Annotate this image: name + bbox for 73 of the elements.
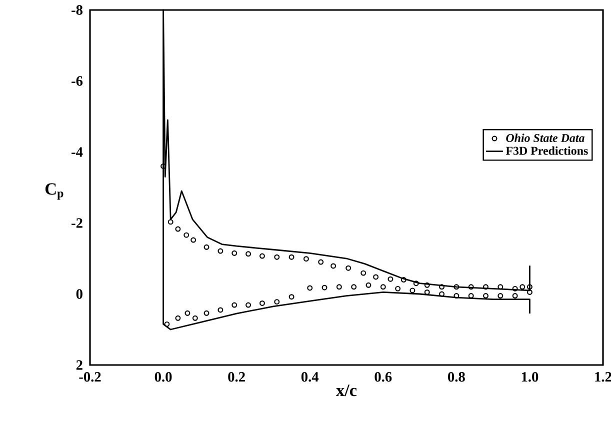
x-tick-label: 0.4 <box>301 372 319 382</box>
point <box>468 284 474 290</box>
point <box>168 219 174 225</box>
point <box>346 265 352 271</box>
point <box>288 294 294 300</box>
point <box>232 250 238 256</box>
point <box>259 253 265 259</box>
point <box>175 226 181 232</box>
point <box>190 237 196 243</box>
legend-label: Ohio State Data <box>506 134 584 142</box>
point <box>498 293 504 299</box>
point <box>322 284 328 290</box>
point <box>413 280 419 286</box>
point <box>351 284 357 290</box>
x-tick-label: 1.2 <box>595 372 611 382</box>
point <box>307 285 313 291</box>
point <box>274 254 280 260</box>
point <box>246 302 252 308</box>
point <box>164 321 170 327</box>
point <box>526 284 532 290</box>
point <box>175 315 181 321</box>
point <box>246 251 252 257</box>
y-tick-label: -4 <box>72 147 83 157</box>
point <box>192 315 198 321</box>
point <box>454 284 460 290</box>
point <box>303 256 309 262</box>
point <box>439 291 445 297</box>
point <box>395 286 401 292</box>
point <box>439 284 445 290</box>
x-tick-label: 1.0 <box>522 372 538 382</box>
point <box>204 244 210 250</box>
point <box>288 254 294 260</box>
y-tick-label: -8 <box>72 5 83 15</box>
x-tick-label: 0.6 <box>374 372 392 382</box>
x-tick-label: 0.0 <box>154 372 172 382</box>
y-tick-label: -6 <box>72 76 83 86</box>
x-tick-label: 0.2 <box>228 372 245 382</box>
point <box>232 302 238 308</box>
point <box>520 284 526 290</box>
point <box>424 289 430 295</box>
x-tick-label: 0.8 <box>448 372 465 382</box>
x-tick-label: -0.2 <box>79 372 101 382</box>
point <box>380 284 386 290</box>
point <box>218 248 224 254</box>
point <box>454 293 460 299</box>
point <box>259 300 265 306</box>
point <box>424 282 430 288</box>
point <box>512 286 518 292</box>
point <box>498 284 504 290</box>
point <box>318 259 324 265</box>
point <box>184 232 190 238</box>
y-tick-label: 0 <box>76 289 82 299</box>
point <box>204 310 210 316</box>
point <box>388 276 394 282</box>
point <box>366 282 372 288</box>
point <box>274 299 280 305</box>
point <box>373 274 379 280</box>
point <box>483 293 488 299</box>
x-axis-title: x/c <box>336 384 357 396</box>
y-tick-label: 2 <box>76 360 82 370</box>
y-tick-label: -2 <box>72 218 82 228</box>
point <box>526 289 532 295</box>
point <box>483 284 488 290</box>
y-axis-title: C$_{p}$ <box>45 183 64 200</box>
point <box>360 270 366 276</box>
point <box>218 307 224 313</box>
point <box>336 284 342 290</box>
point <box>410 288 416 294</box>
point <box>184 310 190 316</box>
point <box>400 277 406 283</box>
legend-label: F3D Predictions <box>506 146 588 155</box>
point <box>512 293 518 299</box>
point <box>330 263 336 269</box>
